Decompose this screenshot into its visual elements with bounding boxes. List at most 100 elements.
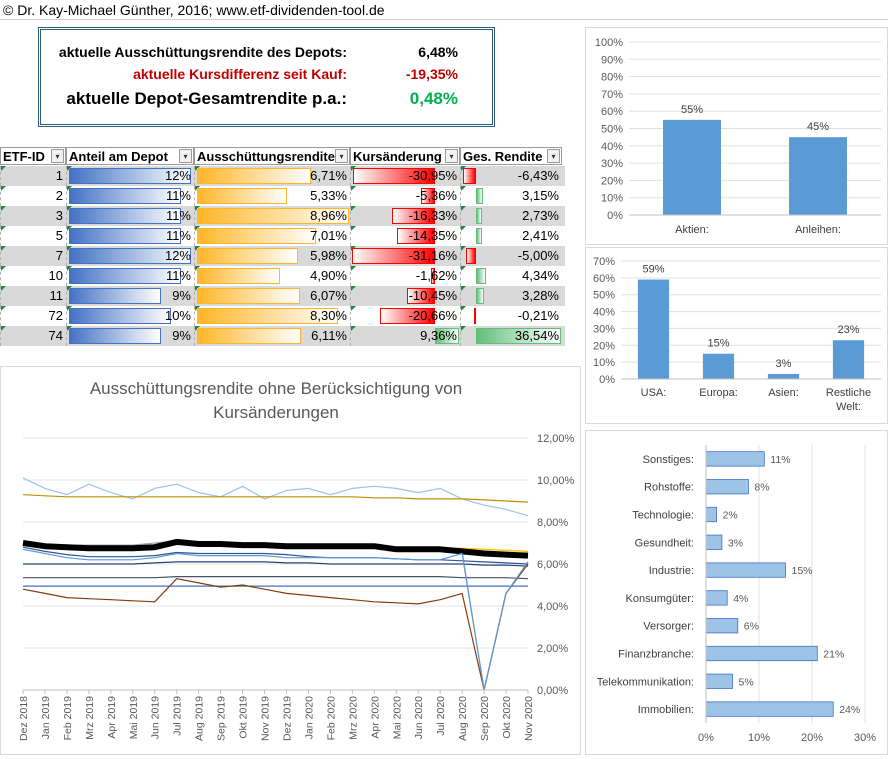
header-ausschuettung[interactable]: Ausschüttungsrendite ▾ xyxy=(194,147,350,165)
cell-etf-id-value: 72 xyxy=(48,308,63,323)
cell-ges[interactable]: 2,73% xyxy=(460,206,562,226)
cell-ges[interactable]: 2,41% xyxy=(460,226,562,246)
cell-etf-id[interactable]: 11 xyxy=(0,286,66,306)
cell-ausschuettung[interactable]: 6,07% xyxy=(194,286,350,306)
summary-price-label: aktuelle Kursdifferenz seit Kauf: xyxy=(133,66,347,82)
table-row: 7 12% 5,98% -31,16% -5,00% xyxy=(0,246,565,266)
cell-kurs-value: -20,66% xyxy=(408,308,457,323)
table-row: 1 12% 6,71% -30,95% -6,43% xyxy=(0,166,565,186)
cell-ausschuettung[interactable]: 8,30% xyxy=(194,306,350,326)
cell-etf-id[interactable]: 7 xyxy=(0,246,66,266)
cell-ausschuettung[interactable]: 6,71% xyxy=(194,166,350,186)
cell-anteil[interactable]: 11% xyxy=(66,226,194,246)
cell-etf-id-value: 1 xyxy=(55,168,63,183)
cell-kurs-value: -16,33% xyxy=(408,208,457,223)
cell-ges[interactable]: -6,43% xyxy=(460,166,562,186)
databar-ausschuettung xyxy=(197,168,311,184)
cell-comment-marker xyxy=(1,206,6,211)
y-tick-label: 10% xyxy=(593,357,615,369)
header-anteil[interactable]: Anteil am Depot ▾ xyxy=(66,147,194,165)
dropdown-icon[interactable]: ▾ xyxy=(335,149,348,163)
cell-anteil-value: 11% xyxy=(165,188,191,203)
x-tick-label: Dez 2019 xyxy=(281,696,293,741)
sort-dropdown-icon[interactable]: ▾ xyxy=(51,149,64,163)
databar-kurs xyxy=(407,288,435,304)
etf-table: ETF-ID ▾ Anteil am Depot ▾ Ausschüttungs… xyxy=(0,147,565,347)
table-row: 74 9% 6,11% 9,36% 36,54% xyxy=(0,326,565,346)
cell-kurs[interactable]: -30,95% xyxy=(350,166,460,186)
bar-data-label: 5% xyxy=(739,676,754,688)
filter-dropdown-icon[interactable]: ▾ xyxy=(179,149,192,163)
databar-anteil xyxy=(69,248,191,264)
cell-etf-id[interactable]: 1 xyxy=(0,166,66,186)
y-tick-label: 60% xyxy=(593,273,615,285)
header-etf-id[interactable]: ETF-ID ▾ xyxy=(0,147,66,165)
cell-kurs[interactable]: -16,33% xyxy=(350,206,460,226)
cell-kurs[interactable]: -10,45% xyxy=(350,286,460,306)
cell-comment-marker xyxy=(351,226,356,231)
y-tick-label: 60% xyxy=(601,106,623,118)
cell-ges[interactable]: -0,21% xyxy=(460,306,562,326)
cell-ges[interactable]: 4,34% xyxy=(460,266,562,286)
cell-comment-marker xyxy=(461,266,466,271)
cell-anteil[interactable]: 12% xyxy=(66,166,194,186)
cell-kurs[interactable]: -14,35% xyxy=(350,226,460,246)
header-ges[interactable]: Ges. Rendite ▾ xyxy=(460,147,562,165)
cell-kurs[interactable]: -31,16% xyxy=(350,246,460,266)
cell-anteil[interactable]: 11% xyxy=(66,186,194,206)
cell-anteil[interactable]: 11% xyxy=(66,266,194,286)
cell-ausschuettung[interactable]: 7,01% xyxy=(194,226,350,246)
databar-ges xyxy=(474,308,476,324)
cell-etf-id[interactable]: 72 xyxy=(0,306,66,326)
cell-comment-marker xyxy=(1,266,6,271)
cell-ausschuettung[interactable]: 4,90% xyxy=(194,266,350,286)
cell-ausschuettung[interactable]: 6,11% xyxy=(194,326,350,346)
cell-etf-id[interactable]: 74 xyxy=(0,326,66,346)
bar-data-label: 15% xyxy=(707,338,729,350)
cell-etf-id[interactable]: 3 xyxy=(0,206,66,226)
x-tick-label: 0% xyxy=(698,732,714,744)
cell-kurs[interactable]: -5,36% xyxy=(350,186,460,206)
category-label: Konsumgüter: xyxy=(626,593,694,605)
cell-kurs[interactable]: 9,36% xyxy=(350,326,460,346)
cell-ges[interactable]: 3,15% xyxy=(460,186,562,206)
bar xyxy=(705,506,718,523)
bar-data-label: 21% xyxy=(823,649,844,661)
series-line xyxy=(22,546,529,565)
cell-anteil[interactable]: 9% xyxy=(66,326,194,346)
cell-ausschuettung-value: 4,90% xyxy=(310,268,347,283)
bar-data-label: 6% xyxy=(744,621,759,633)
category-label: Immobilien: xyxy=(638,704,694,716)
cell-ges[interactable]: 3,28% xyxy=(460,286,562,306)
cell-anteil[interactable]: 11% xyxy=(66,206,194,226)
cell-anteil[interactable]: 12% xyxy=(66,246,194,266)
cell-anteil[interactable]: 10% xyxy=(66,306,194,326)
x-tick-label: Feb 2020 xyxy=(325,696,337,741)
cell-ges[interactable]: -5,00% xyxy=(460,246,562,266)
cell-comment-marker xyxy=(1,226,6,231)
series-line xyxy=(22,563,529,691)
cell-ges-value: 2,73% xyxy=(522,208,559,223)
databar-ausschuettung xyxy=(197,228,316,244)
summary-total-label: aktuelle Depot-Gesamtrendite p.a.: xyxy=(66,89,347,108)
cell-kurs[interactable]: -20,66% xyxy=(350,306,460,326)
x-tick-label: Feb 2019 xyxy=(62,696,74,741)
dropdown-icon[interactable]: ▾ xyxy=(445,149,458,163)
cell-etf-id[interactable]: 2 xyxy=(0,186,66,206)
cell-anteil[interactable]: 9% xyxy=(66,286,194,306)
y-tick-label: 40% xyxy=(601,141,623,153)
category-label: Technologie: xyxy=(632,510,694,522)
cell-ges[interactable]: 36,54% xyxy=(460,326,562,346)
cell-etf-id[interactable]: 5 xyxy=(0,226,66,246)
header-kurs[interactable]: Kursänderung ▾ xyxy=(350,147,460,165)
cell-ausschuettung[interactable]: 5,98% xyxy=(194,246,350,266)
cell-ausschuettung[interactable]: 8,96% xyxy=(194,206,350,226)
cell-etf-id[interactable]: 10 xyxy=(0,266,66,286)
category-label: Finanzbranche: xyxy=(618,649,694,661)
dropdown-icon[interactable]: ▾ xyxy=(547,149,560,163)
bar xyxy=(767,373,800,379)
cell-ausschuettung[interactable]: 5,33% xyxy=(194,186,350,206)
cell-kurs[interactable]: -1,62% xyxy=(350,266,460,286)
databar-kurs xyxy=(352,248,435,264)
cell-comment-marker xyxy=(351,286,356,291)
